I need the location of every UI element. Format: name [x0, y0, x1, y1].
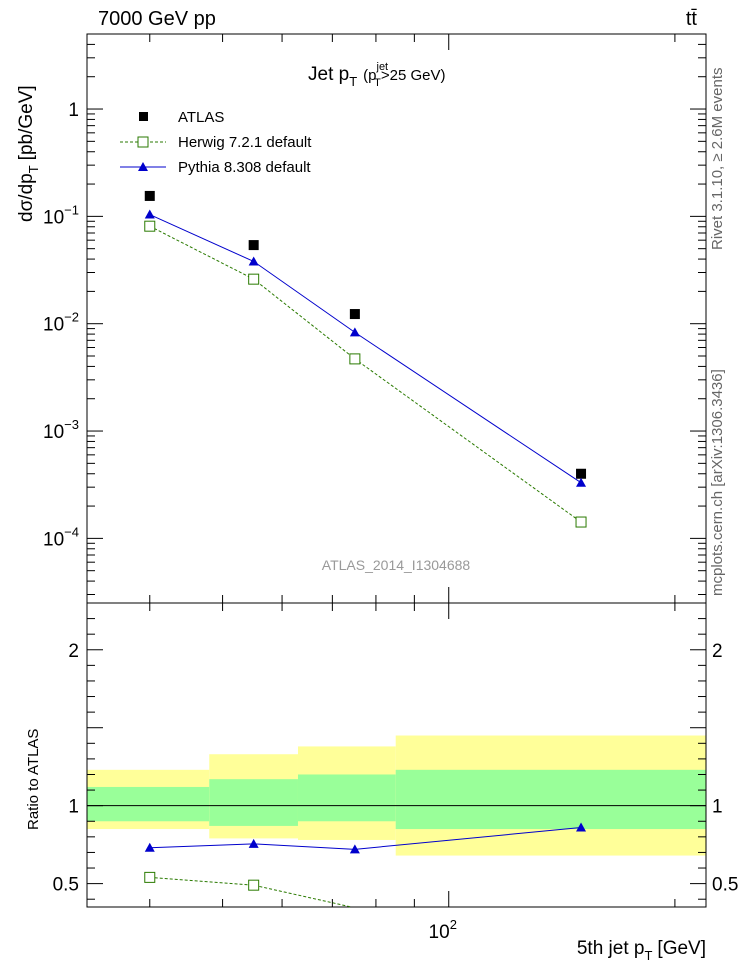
main-point-herwig-1 [248, 273, 260, 285]
main-point-atlas-3 [576, 468, 587, 479]
ratio-ytick-label-left-2: 0.5 [53, 875, 79, 896]
band-green-1 [209, 779, 298, 826]
main-line-pythia [149, 214, 582, 484]
main-series [144, 190, 587, 528]
ratio-ytick-label-left-0: 2 [68, 641, 79, 662]
legend-label-herwig: Herwig 7.2.1 default [178, 134, 312, 151]
main-ylabel-unit: [pb/GeV] [16, 85, 37, 160]
main-ytick-exp: −2 [64, 310, 79, 325]
ratio-panel-frame [86, 602, 707, 908]
ratio-point-herwig-1 [248, 879, 260, 891]
ratio-point-pythia-0 [144, 842, 155, 852]
ratio-series [144, 822, 587, 908]
main-ytick-label-3: 10−3 [43, 417, 79, 443]
main-point-herwig-0 [144, 220, 156, 232]
main-ytick-base: 1 [68, 100, 79, 121]
main-ytick-base: 10 [43, 422, 64, 443]
main-ytick-exp: −4 [64, 524, 79, 539]
ratio-xtick-exp: 2 [450, 917, 457, 932]
ratio-ytick-label-right-1: 1 [712, 797, 723, 818]
xlabel-unit: [GeV] [657, 938, 706, 959]
rivet-label: Rivet 3.1.10, ≥ 2.6M events [709, 68, 726, 251]
main-point-pythia-0 [144, 209, 155, 219]
legend-marker-herwig [137, 136, 149, 148]
band-green-0 [87, 786, 210, 822]
header-left: 7000 GeV pp [98, 8, 216, 30]
xlabel-text: 5th jet p [577, 938, 645, 959]
watermark: ATLAS_2014_I1304688 [322, 557, 471, 573]
legend: ATLAS Herwig 7.2.1 default Pythia 8.308 … [120, 109, 312, 176]
main-point-pythia-3 [576, 477, 587, 487]
band-green-2 [297, 774, 396, 822]
ratio-line-pythia [149, 826, 582, 850]
ratio-xlabel: 5th jet pT [GeV] [577, 938, 706, 963]
main-point-atlas-2 [349, 309, 360, 320]
title-sub: T [349, 74, 357, 89]
ratio-xtick-base: 10 [429, 922, 450, 943]
ratio-xtick-label-0: 102 [429, 917, 457, 943]
main-ylabel-text: dσ/dp [16, 173, 37, 222]
main-ytick-label-4: 10−4 [43, 524, 79, 550]
main-ytick-label-2: 10−2 [43, 310, 79, 336]
band-green-3 [395, 769, 706, 830]
main-point-atlas-1 [248, 240, 259, 251]
ratio-ytick-label-right-2: 0.5 [712, 875, 738, 896]
main-ytick-base: 10 [43, 315, 64, 336]
title-cut-close: >25 GeV) [381, 67, 446, 84]
legend-marker-atlas [139, 112, 148, 121]
ratio-point-herwig-0 [144, 871, 156, 883]
main-ylabel-sub: T [26, 165, 41, 173]
xlabel-sub: T [644, 948, 652, 963]
ratio-point-pythia-1 [248, 838, 259, 848]
main-ytick-base: 10 [43, 207, 64, 228]
ratio-ytick-label-left-1: 1 [68, 797, 79, 818]
legend-marker-pythia [138, 162, 148, 171]
main-point-herwig-3 [575, 516, 587, 528]
main-ytick-label-0: 1 [68, 100, 79, 121]
ratio-line-herwig [149, 876, 352, 908]
ratio-point-pythia-3 [576, 822, 587, 832]
title-cut-sup: jet [376, 61, 389, 73]
main-axis-ticks: 110−110−210−310−4 [43, 33, 706, 603]
main-ytick-exp: −3 [64, 417, 79, 432]
legend-label-pythia: Pythia 8.308 default [178, 159, 311, 176]
ratio-ytick-label-right-0: 2 [712, 641, 723, 662]
main-point-pythia-2 [349, 327, 360, 337]
mcplots-label: mcplots.cern.ch [arXiv:1306.3436] [709, 369, 726, 596]
header-right: tt̄ [686, 8, 698, 30]
title-cut-sub: T [374, 77, 381, 89]
uncertainty-bands [87, 735, 706, 856]
ratio-point-pythia-2 [349, 844, 360, 854]
title-cut-open: (p [363, 67, 376, 84]
ratio-ylabel: Ratio to ATLAS [25, 729, 42, 830]
main-ytick-exp: −1 [64, 202, 79, 217]
main-point-atlas-0 [144, 190, 155, 201]
main-title: Jet pT (pjet T>25 GeV) [308, 61, 445, 89]
main-ylabel: dσ/dpT [pb/GeV] [16, 85, 41, 222]
main-ytick-label-1: 10−1 [43, 202, 79, 228]
main-point-pythia-1 [248, 256, 259, 266]
main-ytick-base: 10 [43, 529, 64, 550]
main-line-herwig [149, 225, 582, 523]
main-point-herwig-2 [349, 353, 361, 365]
legend-label-atlas: ATLAS [178, 109, 224, 126]
title-main: Jet p [308, 64, 349, 85]
